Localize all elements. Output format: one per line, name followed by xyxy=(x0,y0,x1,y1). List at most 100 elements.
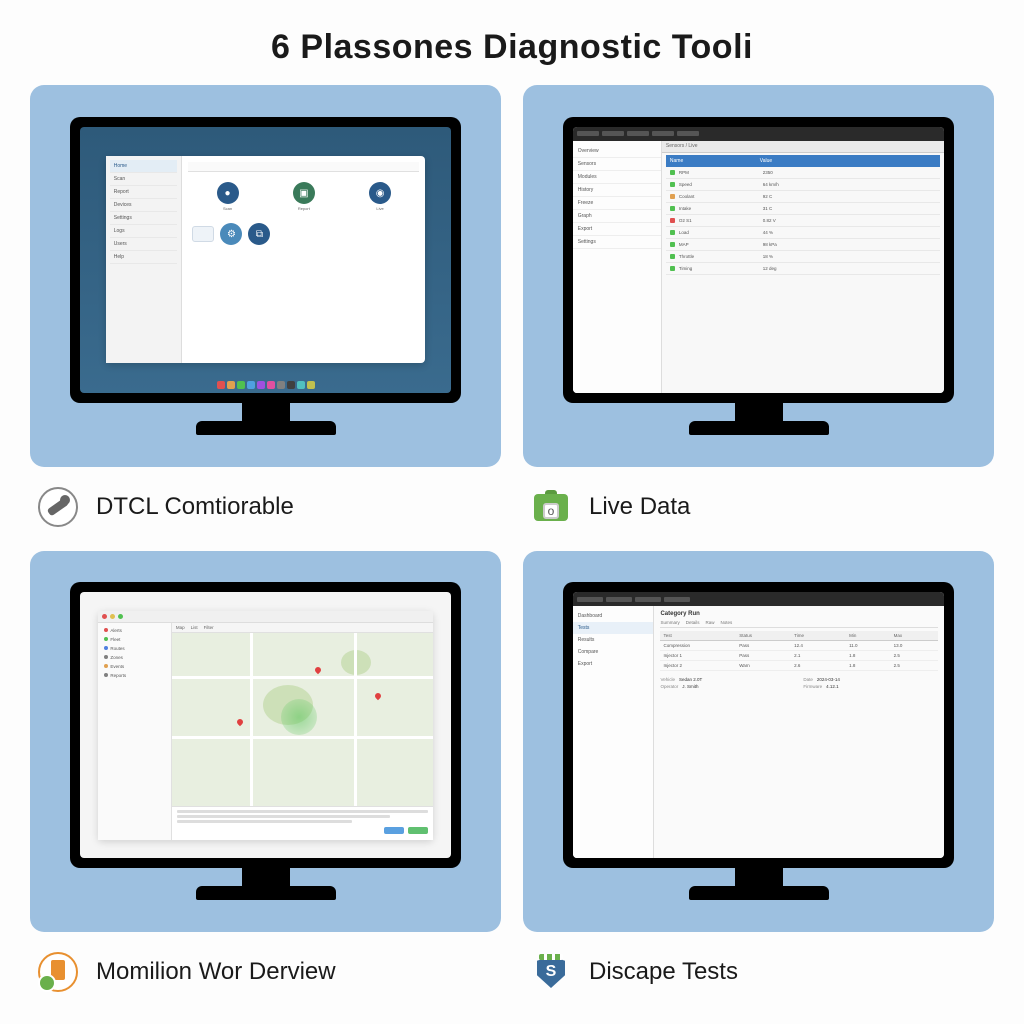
table-row[interactable]: Intake31 C xyxy=(666,203,940,215)
topbar-item[interactable] xyxy=(577,131,599,136)
table-row[interactable]: Injector 2Warn2.61.82.5 xyxy=(660,661,938,671)
topbar-item[interactable] xyxy=(635,597,661,602)
caption-text: DTCL Comtiorable xyxy=(96,493,294,521)
map-pin-icon[interactable] xyxy=(314,666,322,674)
sidebar-item[interactable]: Dashboard xyxy=(573,610,654,622)
sidebar-item[interactable]: Freeze xyxy=(573,197,661,210)
sidebar-item[interactable]: Users xyxy=(110,238,178,251)
results-table: Test Status Time Min Max CompressionPass… xyxy=(660,631,938,671)
sidebar-item[interactable]: Home xyxy=(110,160,178,173)
topbar-item[interactable] xyxy=(602,131,624,136)
dashboard-tile[interactable]: ⧉ xyxy=(248,223,270,245)
cell: Warn xyxy=(739,663,791,668)
sidebar-item[interactable]: Tests xyxy=(573,622,654,634)
map-pin-icon[interactable] xyxy=(236,718,244,726)
kv-pair: Date2024-03-14 xyxy=(803,677,938,682)
topbar-item[interactable] xyxy=(664,597,690,602)
map-pin-icon[interactable] xyxy=(374,692,382,700)
camera-lens: o xyxy=(543,503,559,519)
sidebar-item[interactable]: History xyxy=(573,184,661,197)
kv-key: Firmware xyxy=(803,684,822,689)
dock-icon[interactable] xyxy=(237,381,245,389)
table-row[interactable]: MAP98 kPa xyxy=(666,239,940,251)
dock-icon[interactable] xyxy=(297,381,305,389)
map-radar xyxy=(281,699,317,735)
map-canvas[interactable] xyxy=(172,633,433,806)
table-row[interactable]: RPM2350 xyxy=(666,167,940,179)
card-map: AlertsFleetRoutesZonesEventsReports Map … xyxy=(30,551,501,995)
dock-icon[interactable] xyxy=(247,381,255,389)
sidebar-item[interactable]: Compare xyxy=(573,646,654,658)
dashboard-tile[interactable]: ⚙ xyxy=(220,223,242,245)
topbar-item[interactable] xyxy=(606,597,632,602)
toolbar-item[interactable]: Map xyxy=(176,625,185,630)
dashboard-tile[interactable]: ▣Report xyxy=(269,182,339,211)
dock-icon[interactable] xyxy=(277,381,285,389)
cell-value: 92 C xyxy=(763,194,936,199)
sidebar-item[interactable]: Export xyxy=(573,658,654,670)
sidebar-item[interactable]: Sensors xyxy=(573,158,661,171)
mini-tile[interactable] xyxy=(192,226,214,242)
table-row[interactable]: Timing12 deg xyxy=(666,263,940,275)
tile-icon: ⚙ xyxy=(220,223,242,245)
toolbar: Map List Filter xyxy=(172,623,433,633)
monitor: AlertsFleetRoutesZonesEventsReports Map … xyxy=(70,582,462,900)
subtab[interactable]: Details xyxy=(686,620,700,625)
table-row[interactable]: CompressionPass12.411.013.0 xyxy=(660,641,938,651)
toolbar-item[interactable]: Filter xyxy=(204,625,214,630)
dock-icon[interactable] xyxy=(267,381,275,389)
app-body: Dashboard Tests Results Compare Export C… xyxy=(573,606,945,858)
kv-key: Vehicle xyxy=(660,677,675,682)
dashboard-tile[interactable]: ●Scan xyxy=(192,182,262,211)
sidebar-item[interactable]: Results xyxy=(573,634,654,646)
toolbar-item[interactable]: List xyxy=(191,625,198,630)
window-close-icon[interactable] xyxy=(102,614,107,619)
topbar-item[interactable] xyxy=(577,597,603,602)
sidebar-item[interactable]: Fleet xyxy=(101,635,168,644)
table-row[interactable]: Injector 1Pass2.11.82.5 xyxy=(660,651,938,661)
cell: 2.1 xyxy=(794,653,846,658)
table-row[interactable]: Load44 % xyxy=(666,227,940,239)
dashboard-tile[interactable]: ◉Live xyxy=(345,182,415,211)
sidebar-item[interactable]: Reports xyxy=(101,671,168,680)
sidebar-item[interactable]: Help xyxy=(110,251,178,264)
subtab[interactable]: Summary xyxy=(660,620,679,625)
sidebar-item[interactable]: Overview xyxy=(573,145,661,158)
dock-icon[interactable] xyxy=(307,381,315,389)
window-max-icon[interactable] xyxy=(118,614,123,619)
subtab[interactable]: Notes xyxy=(721,620,733,625)
cell: 13.0 xyxy=(894,643,936,648)
sidebar-item[interactable]: Export xyxy=(573,223,661,236)
sidebar-item[interactable]: Alerts xyxy=(101,626,168,635)
table-row[interactable]: Throttle18 % xyxy=(666,251,940,263)
sidebar-item[interactable]: Routes xyxy=(101,644,168,653)
table-row[interactable]: Speed64 km/h xyxy=(666,179,940,191)
page: 6 Plassones Diagnostic Tooli Home Scan R… xyxy=(0,0,1024,1024)
table-row[interactable]: O2 S10.82 V xyxy=(666,215,940,227)
sidebar-item[interactable]: Zones xyxy=(101,653,168,662)
save-button[interactable] xyxy=(408,827,428,834)
tab-label[interactable]: Sensors / Live xyxy=(666,143,698,149)
sidebar-item[interactable]: Graph xyxy=(573,210,661,223)
sidebar-item[interactable]: Settings xyxy=(110,212,178,225)
topbar-item[interactable] xyxy=(677,131,699,136)
dock-icon[interactable] xyxy=(227,381,235,389)
sidebar-item[interactable]: Report xyxy=(110,186,178,199)
dock-icon[interactable] xyxy=(217,381,225,389)
topbar-item[interactable] xyxy=(627,131,649,136)
sidebar-item[interactable]: Logs xyxy=(110,225,178,238)
sidebar-item[interactable]: Scan xyxy=(110,173,178,186)
sidebar-item[interactable]: Events xyxy=(101,662,168,671)
dock-icon[interactable] xyxy=(287,381,295,389)
subtab[interactable]: Raw xyxy=(706,620,715,625)
app-body: AlertsFleetRoutesZonesEventsReports Map … xyxy=(98,623,432,840)
sidebar-item[interactable]: Devices xyxy=(110,199,178,212)
apply-button[interactable] xyxy=(384,827,404,834)
sidebar-item[interactable]: Settings xyxy=(573,236,661,249)
dock-icon[interactable] xyxy=(257,381,265,389)
table-row[interactable]: Coolant92 C xyxy=(666,191,940,203)
topbar-item[interactable] xyxy=(652,131,674,136)
window-min-icon[interactable] xyxy=(110,614,115,619)
cell: 11.0 xyxy=(849,643,891,648)
sidebar-item[interactable]: Modules xyxy=(573,171,661,184)
